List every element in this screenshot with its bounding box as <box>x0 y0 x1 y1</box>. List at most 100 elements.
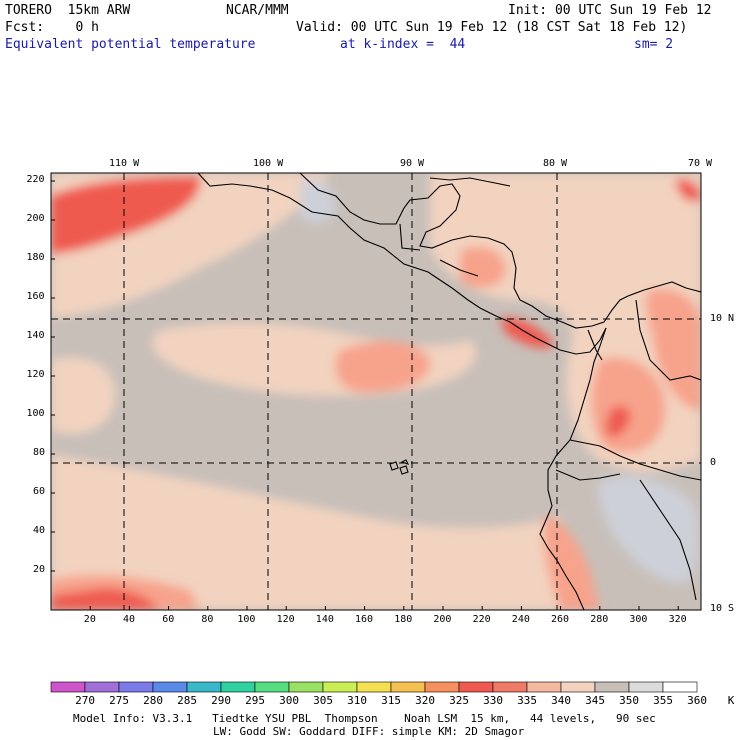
hot-region-northwest <box>51 176 201 255</box>
x-tick-label: 140 <box>315 614 334 625</box>
colorbar-swatch <box>220 681 256 693</box>
smoothing-label: sm= 2 <box>634 37 674 52</box>
y-tick-label: 200 <box>26 213 45 224</box>
colorbar-label: 275 <box>109 694 129 707</box>
colorbar-label: 325 <box>449 694 469 707</box>
coastlines <box>197 173 701 610</box>
y-tick-label: 100 <box>26 408 45 419</box>
border-panama-colombia <box>587 329 603 361</box>
colorbar-label: 330 <box>483 694 503 707</box>
y-tick-label: 180 <box>26 252 45 263</box>
graticule <box>51 173 701 610</box>
colorbar-swatch <box>662 681 698 693</box>
y-tick-label: 20 <box>33 564 46 575</box>
x-tick-label: 40 <box>123 614 136 625</box>
x-tick-label: 260 <box>551 614 570 625</box>
x-tick-label: 280 <box>590 614 609 625</box>
x-tick-label: 100 <box>237 614 256 625</box>
x-tick-label: 180 <box>394 614 413 625</box>
island-cuba <box>429 177 511 187</box>
x-tick-label: 80 <box>201 614 214 625</box>
forecast-hour: Fcst: 0 h <box>5 20 99 35</box>
warm-band-south <box>51 455 560 610</box>
border-central-america-1 <box>439 259 479 277</box>
colorbar-label: 360 <box>687 694 707 707</box>
valid-time: Valid: 00 UTC Sun 19 Feb 12 (18 CST Sat … <box>296 20 688 35</box>
border-peru-brazil <box>639 479 697 601</box>
colorbar-label: 340 <box>551 694 571 707</box>
colorbar-swatch <box>118 681 154 693</box>
colorbar-label: 345 <box>585 694 605 707</box>
map-frame <box>50 172 702 611</box>
colorbar-label: 335 <box>517 694 537 707</box>
colorbar-label: 315 <box>381 694 401 707</box>
lon-label-80w: 80 W <box>543 158 568 169</box>
x-tick-label: 20 <box>83 614 96 625</box>
colorbar-swatch <box>526 681 562 693</box>
colorbar-label: 350 <box>619 694 639 707</box>
border-colombia-brazil <box>659 469 701 481</box>
theta-e-field <box>51 173 701 610</box>
x-tick-label: 200 <box>433 614 452 625</box>
colorbar-label: K <box>727 694 735 707</box>
field-name: Equivalent potential temperature <box>5 37 256 52</box>
colorbar-label: 355 <box>653 694 673 707</box>
hot-region-southwest <box>51 588 160 610</box>
x-tick-label: 300 <box>629 614 648 625</box>
colorbar-swatch <box>356 681 392 693</box>
border-colombia-venezuela <box>635 299 701 381</box>
colorbar-swatch <box>424 681 460 693</box>
y-tick-label: 40 <box>33 525 46 536</box>
lon-label-90w: 90 W <box>400 158 425 169</box>
border-colombia-ecuador <box>569 439 661 471</box>
colorbar-label: 280 <box>143 694 163 707</box>
y-tick-label: 80 <box>33 447 46 458</box>
lat-label-10n: 10 N <box>710 313 735 324</box>
model-info-line2: LW: Godd SW: Goddard DIFF: simple KM: 2D… <box>213 725 525 738</box>
organization-label: NCAR/MMM <box>226 3 289 18</box>
y-tick-label: 140 <box>26 330 45 341</box>
model-title: TORERO 15km ARW <box>5 3 131 18</box>
warm-patch-west <box>51 357 116 434</box>
colorbar-swatch <box>50 681 86 693</box>
colorbar-label: 300 <box>279 694 299 707</box>
axis-ticks <box>51 180 679 610</box>
x-tick-label: 240 <box>511 614 530 625</box>
hot-patch-colombia <box>605 405 631 437</box>
x-tick-label: 220 <box>472 614 491 625</box>
lon-label-100w: 100 W <box>253 158 284 169</box>
colorbar-label: 290 <box>211 694 231 707</box>
colorbar-swatch <box>254 681 290 693</box>
lat-label-0: 0 <box>710 457 717 468</box>
colorbar-swatch <box>594 681 630 693</box>
coastline-south-america-pacific <box>539 327 607 610</box>
lon-label-110w: 110 W <box>109 158 140 169</box>
y-tick-label: 120 <box>26 369 45 380</box>
border-ecuador-peru <box>555 469 621 481</box>
colorbar-label: 285 <box>177 694 197 707</box>
x-tick-label: 160 <box>355 614 374 625</box>
warm-region-peru <box>543 515 600 610</box>
coastline-mexico-central-america <box>197 173 607 355</box>
x-tick-label: 120 <box>276 614 295 625</box>
colorbar-label: 305 <box>313 694 333 707</box>
x-tick-label: 320 <box>668 614 687 625</box>
level-label: at k-index = 44 <box>340 37 466 52</box>
colorbar-swatch <box>84 681 120 693</box>
y-tick-label: 220 <box>26 174 45 185</box>
y-tick-label: 60 <box>33 486 46 497</box>
colorbar-label: 320 <box>415 694 435 707</box>
colorbar-swatch <box>288 681 324 693</box>
model-info-line1: Model Info: V3.3.1 Tiedtke YSU PBL Thomp… <box>73 712 656 725</box>
colorbar-swatch <box>458 681 494 693</box>
lon-label-70w: 70 W <box>688 158 713 169</box>
border-mexico-guatemala <box>399 223 421 251</box>
colorbar-swatch <box>152 681 188 693</box>
colorbar-swatch <box>628 681 664 693</box>
colorbar-swatch <box>560 681 596 693</box>
colorbar-swatch <box>492 681 528 693</box>
cool-patch-mexico <box>300 179 336 224</box>
colorbar-label: 310 <box>347 694 367 707</box>
y-tick-label: 160 <box>26 291 45 302</box>
